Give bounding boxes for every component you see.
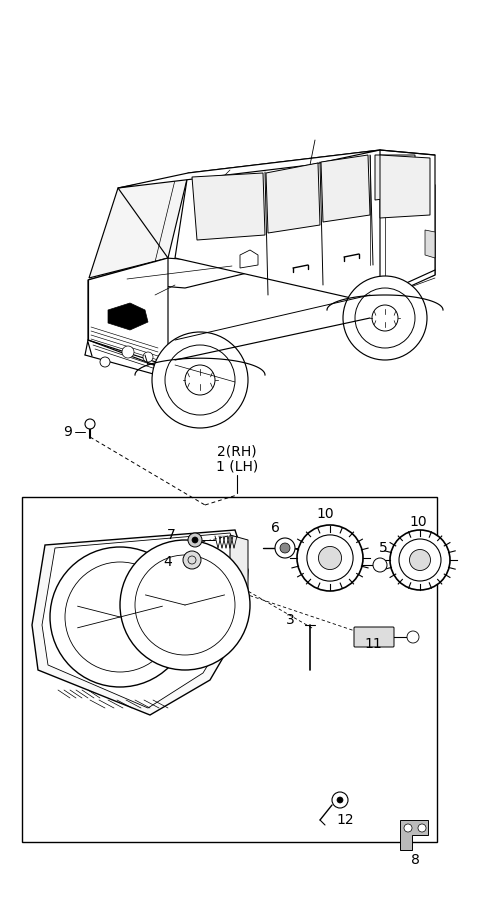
FancyBboxPatch shape bbox=[354, 627, 394, 647]
Polygon shape bbox=[118, 150, 380, 188]
Circle shape bbox=[318, 547, 342, 569]
Circle shape bbox=[280, 543, 290, 553]
Polygon shape bbox=[88, 258, 168, 370]
Text: 6: 6 bbox=[271, 521, 279, 535]
Text: 8: 8 bbox=[410, 853, 420, 867]
Text: 12: 12 bbox=[336, 813, 354, 827]
Polygon shape bbox=[375, 155, 415, 200]
Polygon shape bbox=[266, 163, 320, 233]
Circle shape bbox=[165, 345, 235, 415]
Circle shape bbox=[390, 530, 450, 590]
Circle shape bbox=[152, 332, 248, 428]
Circle shape bbox=[407, 631, 419, 643]
Text: 10: 10 bbox=[316, 507, 334, 521]
Circle shape bbox=[343, 276, 427, 360]
Polygon shape bbox=[88, 258, 280, 288]
Circle shape bbox=[372, 305, 398, 331]
Polygon shape bbox=[425, 230, 435, 258]
Polygon shape bbox=[32, 530, 248, 715]
Polygon shape bbox=[400, 820, 428, 850]
Circle shape bbox=[399, 539, 441, 581]
Polygon shape bbox=[22, 497, 437, 842]
Circle shape bbox=[120, 540, 250, 670]
Circle shape bbox=[275, 538, 295, 558]
Polygon shape bbox=[380, 155, 430, 218]
Text: 7: 7 bbox=[167, 528, 176, 542]
Circle shape bbox=[100, 357, 110, 367]
Circle shape bbox=[143, 352, 153, 362]
Circle shape bbox=[332, 792, 348, 808]
Circle shape bbox=[297, 525, 363, 591]
Text: 4: 4 bbox=[163, 555, 172, 569]
Polygon shape bbox=[192, 173, 265, 240]
Polygon shape bbox=[42, 533, 242, 708]
Polygon shape bbox=[380, 150, 435, 300]
Polygon shape bbox=[108, 303, 148, 330]
Text: 1 (LH): 1 (LH) bbox=[216, 460, 258, 474]
Circle shape bbox=[307, 535, 353, 581]
Circle shape bbox=[65, 562, 175, 672]
Circle shape bbox=[185, 365, 215, 395]
Text: 3: 3 bbox=[286, 613, 295, 627]
Text: 10: 10 bbox=[409, 515, 427, 529]
Polygon shape bbox=[321, 155, 370, 222]
Circle shape bbox=[404, 824, 412, 832]
Circle shape bbox=[355, 288, 415, 348]
Circle shape bbox=[409, 549, 431, 570]
Circle shape bbox=[337, 797, 343, 803]
Circle shape bbox=[135, 555, 235, 655]
Polygon shape bbox=[89, 175, 188, 278]
Circle shape bbox=[188, 533, 202, 547]
Circle shape bbox=[373, 558, 387, 572]
Circle shape bbox=[418, 824, 426, 832]
Text: 11: 11 bbox=[364, 637, 382, 651]
Circle shape bbox=[183, 551, 201, 569]
Circle shape bbox=[50, 547, 190, 687]
Polygon shape bbox=[240, 250, 258, 268]
Text: 9: 9 bbox=[63, 425, 72, 439]
Text: 5: 5 bbox=[379, 541, 387, 555]
Circle shape bbox=[85, 419, 95, 429]
Circle shape bbox=[122, 346, 134, 358]
Text: 2(RH): 2(RH) bbox=[217, 445, 257, 459]
Polygon shape bbox=[175, 150, 435, 300]
Circle shape bbox=[192, 537, 198, 543]
Polygon shape bbox=[230, 535, 248, 625]
